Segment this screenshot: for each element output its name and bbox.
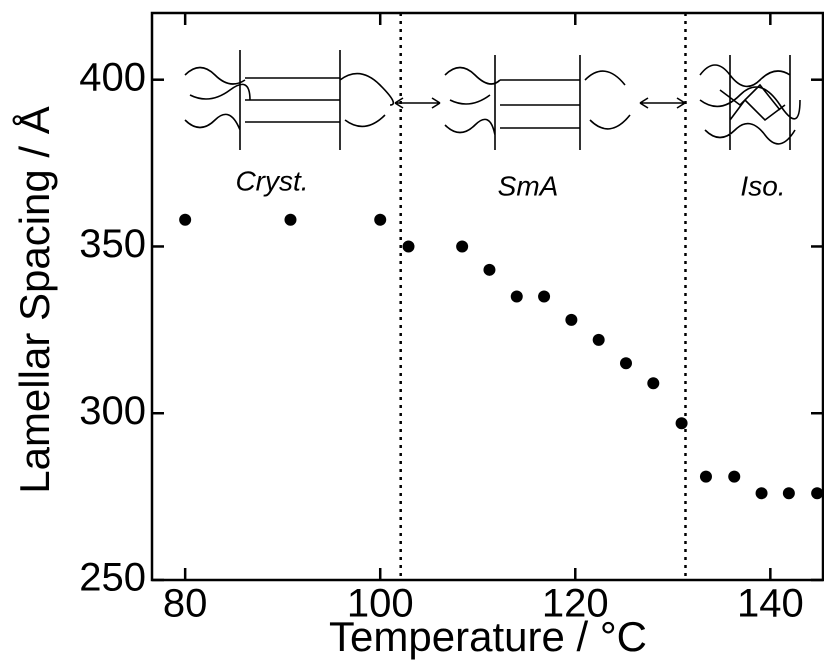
phase-label: SmA (498, 170, 559, 201)
x-tick-label: 80 (163, 582, 208, 626)
phase-cartoons (184, 50, 801, 150)
y-tick-label: 350 (79, 222, 146, 266)
y-tick-label: 300 (79, 389, 146, 433)
x-axis-label: Temperature / °C (329, 613, 647, 660)
phase-label: Iso. (740, 170, 785, 201)
data-point (179, 213, 192, 226)
data-point (675, 417, 688, 430)
data-point (483, 263, 496, 276)
phase-label: Cryst. (235, 165, 308, 196)
data-point (565, 313, 578, 326)
data-point (456, 240, 469, 253)
data-point (755, 487, 768, 500)
plot-frame (150, 11, 824, 582)
data-point (728, 470, 741, 483)
data-point (699, 470, 712, 483)
data-point (592, 333, 605, 346)
data-point (374, 213, 387, 226)
y-tick-label: 250 (79, 556, 146, 600)
x-tick-label: 140 (737, 582, 804, 626)
data-point (510, 290, 523, 303)
data-point (284, 213, 297, 226)
data-point (782, 487, 795, 500)
x-tick-label: 100 (347, 582, 414, 626)
x-tick-label: 120 (542, 582, 609, 626)
data-point (811, 487, 824, 500)
y-tick-label: 400 (79, 55, 146, 99)
data-point (619, 357, 632, 370)
data-point (402, 240, 415, 253)
y-axis-label: Lamellar Spacing / Å (11, 106, 58, 494)
data-point (647, 377, 660, 390)
data-point (538, 290, 551, 303)
